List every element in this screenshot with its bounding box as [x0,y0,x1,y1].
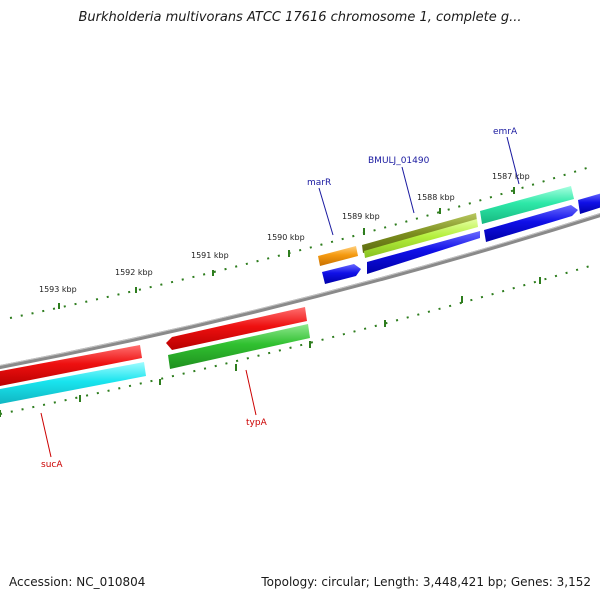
gene-typA-green[interactable] [168,324,310,369]
gene-BMULJ_01490-lime[interactable] [364,219,478,258]
gene-emrA-arrow[interactable] [480,186,574,224]
BMULJ_01490-leader [401,166,415,214]
gene-label-typA: typA [246,418,268,428]
gene-label-emrA: emrA [493,127,518,137]
gene-label-marR: marR [307,178,331,188]
tick-label-1593: 1593 kbp [39,285,77,294]
gene-sucA-cyan[interactable] [0,362,146,405]
gene-sucA-red[interactable] [0,345,142,387]
gene-typA-red[interactable] [166,307,307,350]
gene-label-BMULJ_01490: BMULJ_01490 [368,156,430,166]
gene-blue-edge[interactable] [578,193,600,214]
tick-label-1592: 1592 kbp [115,268,153,277]
gene-label-sucA: sucA [41,460,63,470]
map-title: Burkholderia multivorans ATCC 17616 chro… [78,10,522,25]
tick-label-1587: 1587 kbp [492,172,530,181]
tick-label-1588: 1588 kbp [417,193,455,202]
tick-label-1589: 1589 kbp [342,212,380,221]
emrA-leader [506,136,520,185]
chromosome-backbone [0,213,600,370]
gene-BMULJ_01490-olive[interactable] [362,213,477,253]
typA-leader [245,369,257,416]
marR-leader [318,187,334,236]
accession-text: Accession: NC_010804 [9,575,146,589]
tick-label-1591: 1591 kbp [191,251,229,260]
gene-blue-small[interactable] [322,264,361,284]
tick-label-1590: 1590 kbp [267,233,305,242]
major-ticks [0,187,541,417]
sucA-leader [40,412,52,458]
topology-text: Topology: circular; Length: 3,448,421 bp… [261,575,591,589]
gene-marR-arrow[interactable] [318,246,358,266]
outer-tick-ring [9,166,591,319]
gene-blue-large[interactable] [367,231,480,274]
gene-blue-right[interactable] [484,205,578,242]
